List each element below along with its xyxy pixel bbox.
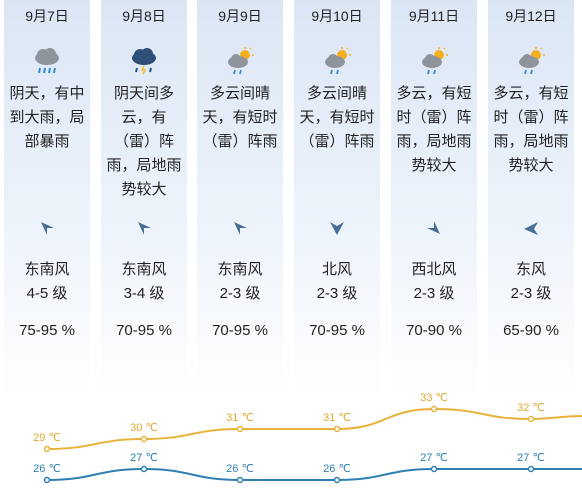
wind-level: 2-3 级 (413, 285, 455, 302)
high-temp-label: 29 ℃ (33, 432, 61, 444)
day-description: 阴天间多 云，有 （雷）阵 雨，局地雨 势较大 (106, 85, 182, 198)
low-temp-label: 27 ℃ (420, 452, 448, 464)
low-temp-label: 26 ℃ (323, 463, 351, 475)
heavy-rain-cloud-icon (35, 48, 59, 74)
sun-cloud-shower-icon (228, 47, 254, 75)
arrow-northwest-icon (427, 221, 440, 234)
low-temp-label: 27 ℃ (517, 452, 545, 464)
high-temp-point (140, 435, 148, 443)
wind-direction: 东南风 (24, 261, 70, 278)
low-temp-label: 26 ℃ (226, 463, 254, 475)
high-temp-point (43, 445, 51, 453)
high-temp-point (236, 425, 244, 433)
day-date: 9月8日 (122, 8, 166, 24)
humidity-range: 65-90 % (503, 322, 559, 339)
wind-level: 3-4 级 (123, 285, 165, 302)
wind-level: 2-3 级 (219, 285, 261, 302)
wind-direction: 东南风 (217, 261, 263, 278)
day-column-bg (4, 0, 90, 500)
temperature-chart: 29 ℃ 30 ℃ 31 ℃ 31 ℃ 33 ℃ 32 ℃ 26 ℃ 27 ℃ 26 ℃ 26 ℃… (33, 392, 582, 484)
sun-cloud-shower-icon (519, 47, 545, 75)
humidity-range: 75-95 % (19, 322, 75, 339)
low-temp-label: 27 ℃ (130, 452, 158, 464)
humidity-range: 70-95 % (309, 322, 365, 339)
low-temp-point (140, 465, 148, 473)
high-temp-label: 33 ℃ (420, 392, 448, 404)
day-description: 多云，有短 时（雷）阵 雨，局地雨 势较大 (396, 85, 472, 174)
day-column-bg (294, 0, 380, 500)
day-date: 9月9日 (218, 8, 262, 24)
arrow-southeast-icon (234, 222, 247, 235)
wind-direction: 东南风 (121, 261, 167, 278)
day-column-bg (101, 0, 187, 500)
humidity-range: 70-95 % (212, 322, 268, 339)
wind-level: 2-3 级 (510, 285, 552, 302)
day-description: 多云间晴 天，有短时 （雷）阵雨 (299, 85, 375, 150)
thunderstorm-cloud-icon (132, 48, 156, 75)
high-temp-line (46, 407, 582, 450)
arrow-southeast-icon (138, 222, 151, 235)
low-temp-line (46, 467, 582, 481)
high-temp-point (527, 415, 535, 423)
low-temp-point (236, 476, 244, 484)
high-temp-label: 30 ℃ (130, 422, 158, 434)
high-temp-label: 32 ℃ (517, 402, 545, 414)
day-date: 9月12日 (505, 8, 557, 24)
day-description: 多云，有短 时（雷）阵 雨，局地雨 势较大 (493, 85, 569, 174)
day-date: 9月10日 (311, 8, 363, 24)
day-description: 阴天，有中 到大雨，局 部暴雨 (9, 85, 85, 150)
high-temp-point (430, 405, 438, 413)
day-date: 9月7日 (25, 8, 69, 24)
low-temp-point (527, 465, 535, 473)
low-temp-point (333, 476, 341, 484)
day-column-bg (391, 0, 477, 500)
low-temp-label: 26 ℃ (33, 463, 61, 475)
wind-direction: 北风 (321, 261, 352, 278)
sun-cloud-shower-icon (325, 47, 351, 75)
wind-level: 2-3 级 (316, 285, 358, 302)
low-temp-point (43, 476, 51, 484)
high-temp-label: 31 ℃ (323, 412, 351, 424)
high-temp-point (333, 425, 341, 433)
day-date: 9月11日 (408, 8, 460, 24)
day-description: 多云间晴 天，有短时 （雷）阵雨 (202, 85, 278, 150)
humidity-range: 70-95 % (116, 322, 172, 339)
arrow-north-icon (330, 222, 344, 235)
arrow-east-icon (524, 222, 538, 235)
day-column-bg (197, 0, 283, 500)
wind-direction: 东风 (515, 261, 546, 278)
wind-level: 4-5 级 (26, 285, 68, 302)
low-temp-point (430, 465, 438, 473)
humidity-range: 70-90 % (406, 322, 462, 339)
sun-cloud-shower-icon (422, 47, 448, 75)
wind-direction: 西北风 (411, 261, 457, 278)
high-temp-label: 31 ℃ (226, 412, 254, 424)
arrow-southeast-icon (41, 222, 54, 235)
